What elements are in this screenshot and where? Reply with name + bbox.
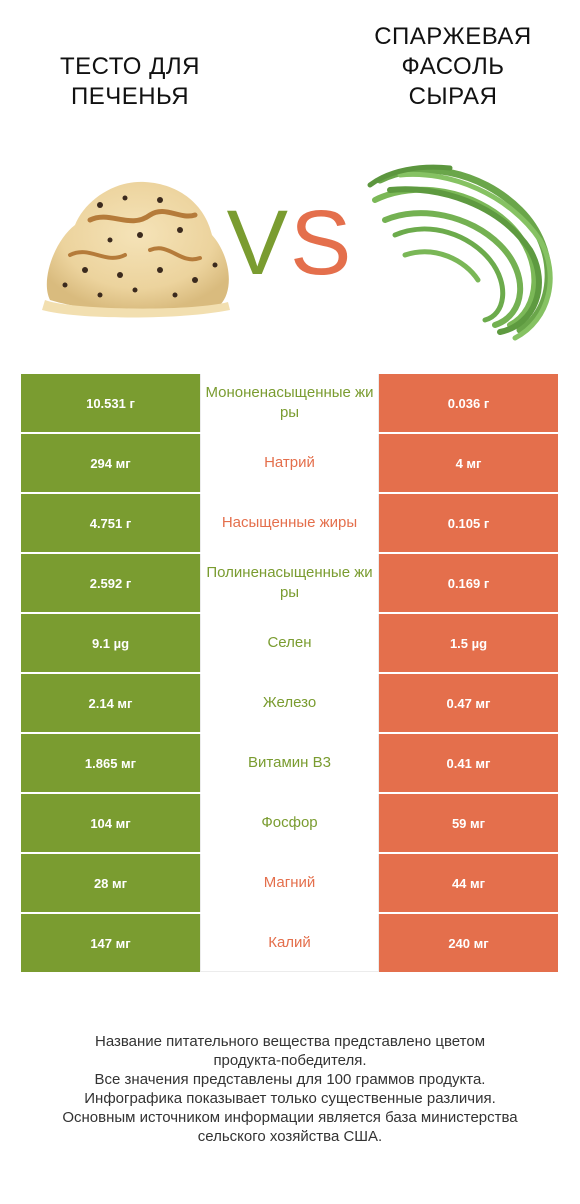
vs-label: VS [225,197,355,289]
vs-v-letter: V [226,192,290,294]
table-row: 147 мг Калий 240 мг [21,914,558,974]
left-value: 28 мг [21,854,200,912]
footer-line: Все значения представлены для 100 граммо… [94,1071,486,1088]
right-value: 59 мг [379,794,558,852]
table-row: 104 мг Фосфор 59 мг [21,794,558,854]
left-value: 147 мг [21,914,200,972]
nutrient-name-text: Фосфор [261,814,318,831]
nutrient-name: Железо [200,674,379,732]
cookie-dough-image [42,181,230,318]
right-value: 0.036 г [379,374,558,432]
nutrient-name-text: Полиненасыщенные жиры [206,564,373,601]
table-row: 9.1 µg Селен 1.5 µg [21,614,558,674]
left-value: 2.592 г [21,554,200,612]
nutrient-name: Витамин B3 [200,734,379,792]
right-value: 240 мг [379,914,558,972]
comparison-table: 10.531 г Мононенасыщенные жиры 0.036 г 294 … [21,374,558,974]
nutrient-name-text: Калий [268,933,311,951]
table-row: 1.865 мг Витамин B3 0.41 мг [21,734,558,794]
footer-line: сельского хозяйства США. [197,1128,383,1145]
nutrient-name-text: Витамин B3 [248,754,331,771]
right-food-title: СПАРЖЕВАЯ ФАСОЛЬ СЫРАЯ [343,22,563,112]
nutrient-name: Полиненасыщенные жиры [200,554,379,612]
left-value: 1.865 мг [21,734,200,792]
right-value: 0.105 г [379,494,558,552]
footer-line: Название питательного вещества представл… [94,1033,486,1050]
nutrient-name: Селен [200,614,379,672]
right-value: 0.41 мг [379,734,558,792]
left-value: 10.531 г [21,374,200,432]
left-value: 104 мг [21,794,200,852]
left-food-title-text: ТЕСТО ДЛЯ ПЕЧЕНЬЯ [60,53,200,110]
right-value: 1.5 µg [379,614,558,672]
nutrient-name: Калий [200,914,379,972]
table-row: 2.14 мг Железо 0.47 мг [21,674,558,734]
footer-line: Инфографика показывает только существенн… [84,1090,496,1107]
left-value: 2.14 мг [21,674,200,732]
nutrient-name-text: Железо [262,694,317,711]
long-beans-image [367,164,553,341]
left-value: 9.1 µg [21,614,200,672]
nutrient-name-text: Мононенасыщенные жиры [205,384,374,421]
table-row: 10.531 г Мононенасыщенные жиры 0.036 г [21,374,558,434]
right-food-title-text: СПАРЖЕВАЯ ФАСОЛЬ СЫРАЯ [374,23,532,110]
footer-line: Основным источником информации является … [62,1109,518,1126]
right-value: 0.169 г [379,554,558,612]
nutrient-name: Мононенасыщенные жиры [200,374,379,432]
vs-s-letter: S [290,192,354,294]
nutrient-name-text: Магний [263,874,316,891]
left-value: 294 мг [21,434,200,492]
right-value: 4 мг [379,434,558,492]
nutrient-name-text: Селен [267,634,312,651]
right-value: 0.47 мг [379,674,558,732]
left-food-title: ТЕСТО ДЛЯ ПЕЧЕНЬЯ [20,52,240,112]
nutrient-name: Натрий [200,434,379,492]
footer-notes: Название питательного вещества представл… [0,1032,580,1146]
left-value: 4.751 г [21,494,200,552]
footer-line: продукта-победителя. [213,1052,367,1069]
nutrient-name: Магний [200,854,379,912]
table-row: 2.592 г Полиненасыщенные жиры 0.169 г [21,554,558,614]
nutrient-name: Насыщенные жиры [200,494,379,552]
nutrient-name-text: Натрий [264,454,315,471]
table-row: 294 мг Натрий 4 мг [21,434,558,494]
table-row: 4.751 г Насыщенные жиры 0.105 г [21,494,558,554]
right-value: 44 мг [379,854,558,912]
nutrient-name: Фосфор [200,794,379,852]
table-row: 28 мг Магний 44 мг [21,854,558,914]
nutrient-name-text: Насыщенные жиры [221,514,358,531]
